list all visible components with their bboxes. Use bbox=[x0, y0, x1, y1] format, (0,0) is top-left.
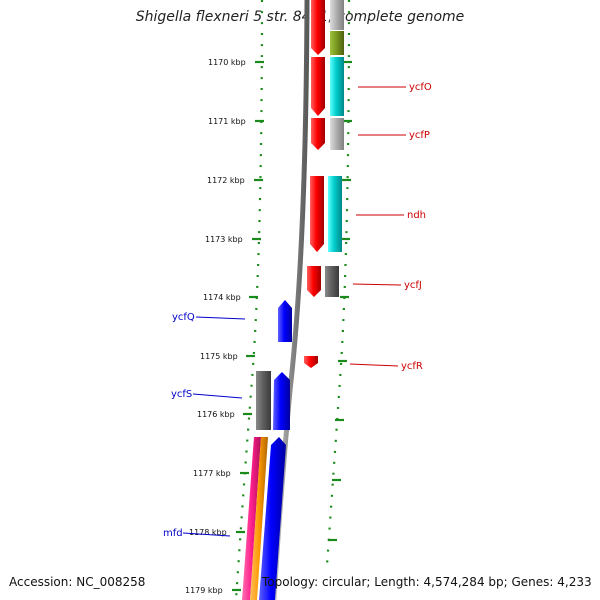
gene-feature-forward[interactable] bbox=[311, 57, 325, 116]
gene-feature-forward[interactable] bbox=[311, 0, 325, 55]
tick-label: 1173 kbp bbox=[205, 235, 243, 244]
outer-ring-ticks bbox=[328, 60, 352, 542]
gene-label-ycfS[interactable]: ycfS bbox=[171, 389, 192, 400]
reverse-strand-track bbox=[259, 300, 292, 600]
genome-summary-text: Topology: circular; Length: 4,574,284 bp… bbox=[262, 575, 592, 589]
accession-text: Accession: NC_008258 bbox=[9, 575, 146, 589]
gene-label-ycfO[interactable]: ycfO bbox=[409, 82, 432, 93]
cog-box[interactable] bbox=[330, 57, 344, 116]
ruler-ring-outer bbox=[325, 0, 351, 566]
gene-label-ycfQ[interactable]: ycfQ bbox=[172, 312, 195, 323]
cog-box[interactable] bbox=[328, 176, 342, 252]
label-leader-line bbox=[192, 393, 243, 399]
tick-label: 1178 kbp bbox=[189, 528, 227, 537]
tick-label: 1172 kbp bbox=[207, 176, 245, 185]
cog-box[interactable] bbox=[242, 437, 261, 600]
tick-label: 1170 kbp bbox=[208, 58, 246, 67]
gene-feature-reverse[interactable] bbox=[259, 437, 286, 600]
ruler-tick-labels: 1170 kbp 1171 kbp 1172 kbp 1173 kbp 1174… bbox=[185, 58, 246, 595]
cog-box[interactable] bbox=[256, 371, 271, 430]
tick-label: 1171 kbp bbox=[208, 117, 246, 126]
gene-feature-reverse[interactable] bbox=[278, 300, 292, 342]
label-leader-line bbox=[352, 283, 402, 286]
tick-label: 1176 kbp bbox=[197, 410, 235, 419]
tick-label: 1175 kbp bbox=[200, 352, 238, 361]
gene-feature-forward[interactable] bbox=[311, 118, 325, 150]
gene-label-ndh[interactable]: ndh bbox=[407, 210, 426, 221]
cog-box[interactable] bbox=[330, 0, 344, 30]
map-title: Shigella flexneri 5 str. 8401, complete … bbox=[135, 9, 465, 25]
inner-cog-track bbox=[242, 371, 271, 600]
label-leader-line bbox=[195, 316, 246, 320]
cog-box[interactable] bbox=[330, 31, 344, 55]
gene-label-mfd[interactable]: mfd bbox=[163, 528, 183, 539]
cog-category-track bbox=[325, 0, 344, 297]
gene-feature-forward[interactable] bbox=[304, 356, 318, 368]
tick-label: 1177 kbp bbox=[193, 469, 231, 478]
cog-box[interactable] bbox=[325, 266, 339, 297]
cog-box[interactable] bbox=[330, 118, 344, 150]
gene-labels-right: ycfO ycfP ndh ycfJ ycfR bbox=[349, 82, 432, 372]
gene-labels-left: ycfQ ycfS mfd bbox=[163, 312, 246, 539]
gene-label-ycfJ[interactable]: ycfJ bbox=[404, 280, 422, 291]
gene-feature-reverse[interactable] bbox=[273, 372, 290, 430]
gene-label-ycfP[interactable]: ycfP bbox=[409, 130, 430, 141]
gene-feature-forward[interactable] bbox=[307, 266, 321, 297]
cog-box[interactable] bbox=[250, 437, 268, 600]
label-leader-line bbox=[182, 532, 231, 537]
ruler-major-ticks bbox=[232, 60, 264, 592]
gene-label-ycfR[interactable]: ycfR bbox=[401, 361, 423, 372]
label-leader-line bbox=[349, 363, 399, 367]
gene-feature-forward[interactable] bbox=[310, 176, 324, 252]
forward-strand-track bbox=[304, 0, 325, 368]
tick-label: 1179 kbp bbox=[185, 586, 223, 595]
tick-label: 1174 kbp bbox=[203, 293, 241, 302]
